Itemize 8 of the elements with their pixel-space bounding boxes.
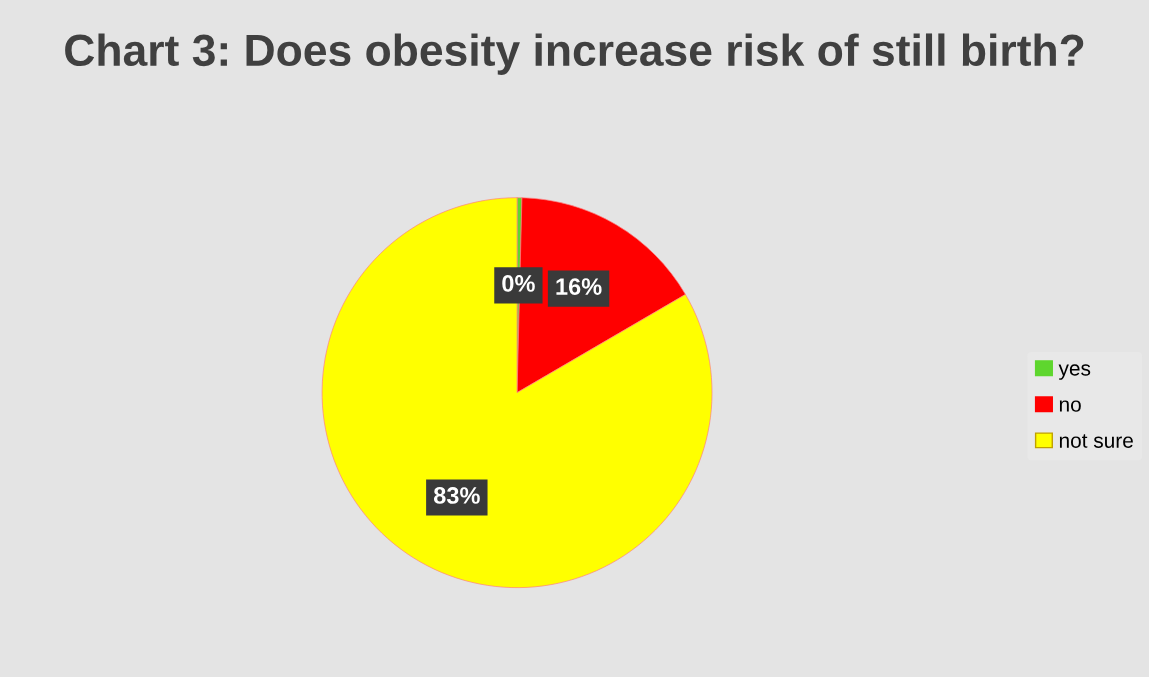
legend-label: yes [1058,364,1091,380]
data-label: 83% [433,487,480,504]
legend-label: not sure [1059,434,1133,448]
data-label: 16% [556,278,602,295]
data-label: 0% [502,275,535,292]
legend-label: no [1059,400,1081,412]
pie-slice [321,197,713,588]
chart-title: Chart 3: Does obesity increase risk of still birth? [65,33,1084,75]
